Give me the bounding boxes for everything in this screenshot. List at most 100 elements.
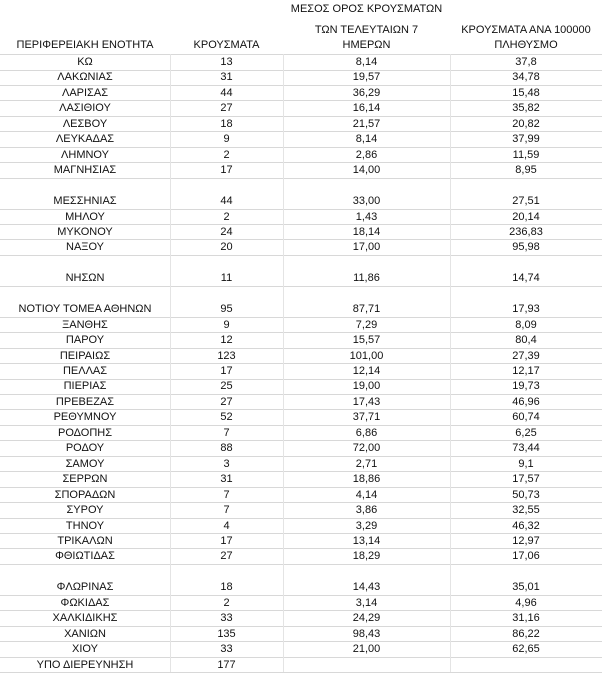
table-cell: ΝΟΤΙΟΥ ΤΟΜΕΑ ΑΘΗΝΩΝ <box>18 303 152 316</box>
table-cell: 24 <box>220 225 233 238</box>
row-rule <box>0 672 602 674</box>
row-rule <box>0 486 602 488</box>
table-cell: ΦΘΙΩΤΙΔΑΣ <box>55 550 115 563</box>
table-cell: 18,86 <box>352 473 381 486</box>
row-rule <box>0 455 602 457</box>
table-cell: 34,78 <box>512 71 540 84</box>
table-cell: 37,99 <box>512 133 540 146</box>
table-cell: 9,1 <box>518 457 534 470</box>
row-rule <box>0 533 602 534</box>
table-cell: ΜΕΣΣΗΝΙΑΣ <box>53 195 117 208</box>
header-cell: ΗΜΕΡΩΝ <box>342 39 391 51</box>
table-cell: 135 <box>217 627 236 640</box>
table-cell: ΣΕΡΡΩΝ <box>62 473 108 486</box>
table-cell: 20,82 <box>512 117 540 130</box>
table-cell: 14,74 <box>512 272 540 285</box>
table-cell: 3,86 <box>355 504 378 517</box>
table-cell: 2,71 <box>355 457 378 470</box>
row-rule <box>0 84 602 86</box>
table-cell: 2 <box>223 596 230 609</box>
table-cell: 98,43 <box>352 627 381 640</box>
table-cell: 4,14 <box>355 488 378 501</box>
row-rule <box>0 363 602 365</box>
table-cell: 18,14 <box>352 225 381 238</box>
table-cell: 27 <box>220 395 233 408</box>
table-cell: ΤΗΝΟΥ <box>65 519 105 532</box>
table-cell: 12,97 <box>512 534 540 547</box>
table-cell: ΚΩ <box>77 56 93 68</box>
table-cell: 33,00 <box>352 195 381 208</box>
table-cell: ΞΑΝΘΗΣ <box>62 318 108 331</box>
table-cell: 8,14 <box>355 56 378 68</box>
table-cell: 12,14 <box>352 365 381 377</box>
table-cell: 32,55 <box>512 504 540 517</box>
table-cell: 101,00 <box>349 349 384 362</box>
table-cell: ΦΛΩΡΙΝΑΣ <box>56 581 114 594</box>
table-cell: ΧΑΛΚΙΔΙΚΗΣ <box>52 612 118 625</box>
row-rule <box>0 594 602 596</box>
table-cell: 8,09 <box>515 318 537 331</box>
table-cell: ΠΕΙΡΑΙΩΣ <box>59 349 111 362</box>
table-cell: 44 <box>220 195 233 208</box>
table-cell: 2 <box>223 210 230 223</box>
table-cell: 19,73 <box>512 380 540 393</box>
table-cell: 36,29 <box>352 86 381 99</box>
table-cell: 11,86 <box>353 272 380 285</box>
table-cell: 20 <box>220 241 233 254</box>
table-cell: 44 <box>220 86 233 99</box>
table-cell: 14,43 <box>352 581 381 594</box>
table-cell: 25 <box>220 380 233 393</box>
table-cell: 35,01 <box>512 581 540 594</box>
table-cell: 11,59 <box>512 148 540 161</box>
table-cell: ΠΙΕΡΙΑΣ <box>63 380 107 393</box>
row-rule <box>0 641 602 643</box>
header-cell: ΤΩΝ ΤΕΛΕΥΤΑΙΩΝ 7 <box>314 24 419 36</box>
table-cell: 177 <box>217 658 236 671</box>
table-cell: 50,73 <box>512 488 540 501</box>
table-cell: 88 <box>220 442 233 455</box>
table-cell: 4 <box>223 519 230 532</box>
row-rule <box>0 69 602 71</box>
row-rule <box>0 332 602 334</box>
row-rule <box>0 285 602 287</box>
table-cell: 1,43 <box>355 210 378 223</box>
header-cell: ΠΛΗΘΥΣΜΟ <box>494 39 558 51</box>
column-rule <box>283 54 284 673</box>
header-cell: ΜΕΣΟΣ ΟΡΟΣ ΚΡΟΥΣΜΑΤΩΝ <box>290 3 443 15</box>
row-rule <box>0 254 602 256</box>
table-cell: ΧΙΟΥ <box>72 643 98 656</box>
table-cell: 95,98 <box>512 241 540 254</box>
table-cell: 21,57 <box>352 117 381 130</box>
table-cell: 60,74 <box>512 411 540 424</box>
table-cell: 12 <box>220 334 233 347</box>
row-rule <box>0 115 602 117</box>
table-cell: 3,29 <box>355 519 378 532</box>
table-cell: 17,00 <box>352 241 381 254</box>
table-cell: ΧΑΝΙΩΝ <box>64 627 106 640</box>
table-cell: 15,48 <box>512 86 540 99</box>
table-cell: 37,8 <box>515 56 537 68</box>
row-rule <box>0 100 602 102</box>
table-cell: ΛΗΜΝΟΥ <box>61 148 109 161</box>
table-cell: ΦΩΚΙΔΑΣ <box>60 596 110 609</box>
row-rule <box>0 146 602 148</box>
table-cell: ΝΗΣΩΝ <box>65 272 105 285</box>
table-cell: 17,06 <box>512 550 540 563</box>
table-cell: 46,96 <box>512 395 540 408</box>
table-cell: 6,86 <box>355 426 378 439</box>
table-cell: 52 <box>220 411 233 424</box>
table-cell: 33 <box>220 643 233 656</box>
table-cell: 17,43 <box>352 395 381 408</box>
table-cell: ΥΠΟ ΔΙΕΡΕΥΝΗΣΗ <box>36 658 134 671</box>
table-cell: 236,83 <box>509 225 543 238</box>
table-cell: 31 <box>220 71 233 84</box>
table-cell: 6,25 <box>515 426 537 439</box>
table-cell: ΛΑΣΙΘΙΟΥ <box>59 102 111 115</box>
header-cell: ΚΡΟΥΣΜΑΤΑ <box>193 39 260 51</box>
table-cell: 72,00 <box>352 442 381 455</box>
table-cell: 27 <box>220 550 233 563</box>
row-rule <box>0 208 602 210</box>
table-cell: 18 <box>220 581 233 594</box>
table-cell: ΛΕΥΚΑΔΑΣ <box>55 133 115 146</box>
